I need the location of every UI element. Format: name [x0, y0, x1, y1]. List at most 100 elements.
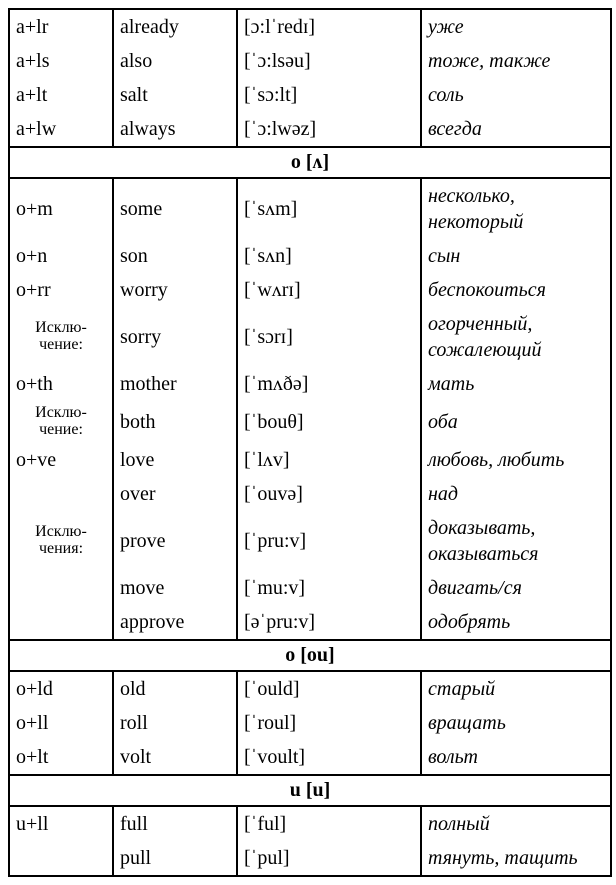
pattern-cell: [10, 605, 114, 639]
translation-cell: уже: [422, 10, 610, 44]
translation-cell: двигать/ся: [422, 571, 610, 605]
table-row: a+lsalso[ˈɔ:lsəu]тоже, также: [10, 44, 610, 78]
translation-cell: сын: [422, 239, 610, 273]
table-row: over[ˈouvə]над: [10, 477, 610, 511]
word-cell: pull: [114, 841, 238, 875]
transcription-cell: [ˈɔ:lsəu]: [238, 44, 422, 78]
transcription-cell: [ˈlʌv]: [238, 443, 422, 477]
transcription-cell: [ˈpru:v]: [238, 511, 422, 571]
table-row: Исклю-чение:sorry[ˈsɔrɪ]огорченный, сожа…: [10, 307, 610, 367]
transcription-cell: [ˈsʌn]: [238, 239, 422, 273]
pattern-cell: a+lt: [10, 78, 114, 112]
word-cell: always: [114, 112, 238, 146]
pattern-cell: o+n: [10, 239, 114, 273]
translation-cell: одобрять: [422, 605, 610, 639]
word-cell: son: [114, 239, 238, 273]
word-cell: move: [114, 571, 238, 605]
word-cell: also: [114, 44, 238, 78]
transcription-cell: [ˈwʌrɪ]: [238, 273, 422, 307]
transcription-cell: [ɔ:lˈredɪ]: [238, 10, 422, 44]
word-cell: worry: [114, 273, 238, 307]
table-row: a+lwalways[ˈɔ:lwəz]всегда: [10, 112, 610, 146]
transcription-cell: [ˈpul]: [238, 841, 422, 875]
pattern-cell: o+ll: [10, 706, 114, 740]
pattern-cell: [10, 841, 114, 875]
pattern-cell: a+ls: [10, 44, 114, 78]
translation-cell: мать: [422, 367, 610, 401]
word-cell: mother: [114, 367, 238, 401]
word-cell: love: [114, 443, 238, 477]
word-cell: roll: [114, 706, 238, 740]
table-row: o+ldold[ˈould]старый: [10, 672, 610, 706]
pattern-cell: u+ll: [10, 807, 114, 841]
translation-cell: оба: [422, 401, 610, 443]
word-cell: prove: [114, 511, 238, 571]
transcription-cell: [ˈful]: [238, 807, 422, 841]
table-row: Исклю-чения:prove[ˈpru:v]доказывать, ока…: [10, 511, 610, 571]
translation-cell: над: [422, 477, 610, 511]
translation-cell: беспокоиться: [422, 273, 610, 307]
translation-cell: несколько, некоторый: [422, 179, 610, 239]
table-row: approve[əˈpru:v]одобрять: [10, 605, 610, 639]
word-cell: old: [114, 672, 238, 706]
translation-cell: тоже, также: [422, 44, 610, 78]
translation-cell: тянуть, тащить: [422, 841, 610, 875]
pattern-cell: o+th: [10, 367, 114, 401]
pattern-cell: o+ve: [10, 443, 114, 477]
translation-cell: соль: [422, 78, 610, 112]
table-row: pull[ˈpul]тянуть, тащить: [10, 841, 610, 875]
transcription-cell: [ˈmʌðə]: [238, 367, 422, 401]
pattern-cell: Исклю-чение:: [10, 307, 114, 367]
pattern-cell: o+m: [10, 179, 114, 239]
transcription-cell: [ˈvoult]: [238, 740, 422, 774]
section-header: o [ou]: [10, 639, 610, 672]
transcription-cell: [ˈsɔ:lt]: [238, 78, 422, 112]
word-cell: already: [114, 10, 238, 44]
table-row: o+nson[ˈsʌn]сын: [10, 239, 610, 273]
pattern-cell: a+lw: [10, 112, 114, 146]
transcription-cell: [əˈpru:v]: [238, 605, 422, 639]
transcription-cell: [ˈɔ:lwəz]: [238, 112, 422, 146]
word-cell: some: [114, 179, 238, 239]
pattern-cell: o+lt: [10, 740, 114, 774]
transcription-cell: [ˈsɔrɪ]: [238, 307, 422, 367]
translation-cell: вращать: [422, 706, 610, 740]
word-cell: both: [114, 401, 238, 443]
pattern-cell: [10, 571, 114, 605]
table-row: a+lralready[ɔ:lˈredɪ]уже: [10, 10, 610, 44]
word-cell: approve: [114, 605, 238, 639]
pattern-cell: o+rr: [10, 273, 114, 307]
pattern-cell: [10, 477, 114, 511]
table-row: a+ltsalt[ˈsɔ:lt]соль: [10, 78, 610, 112]
word-cell: volt: [114, 740, 238, 774]
word-cell: full: [114, 807, 238, 841]
transcription-cell: [ˈmu:v]: [238, 571, 422, 605]
translation-cell: старый: [422, 672, 610, 706]
table-row: o+ltvolt[ˈvoult]вольт: [10, 740, 610, 774]
translation-cell: огорченный, сожалеющий: [422, 307, 610, 367]
table-row: o+msome[ˈsʌm]несколько, некоторый: [10, 179, 610, 239]
transcription-cell: [ˈould]: [238, 672, 422, 706]
transcription-cell: [ˈroul]: [238, 706, 422, 740]
translation-cell: любовь, любить: [422, 443, 610, 477]
transcription-cell: [ˈsʌm]: [238, 179, 422, 239]
table-row: o+llroll[ˈroul]вращать: [10, 706, 610, 740]
section-header: u [u]: [10, 774, 610, 807]
table-row: move[ˈmu:v]двигать/ся: [10, 571, 610, 605]
table-row: o+thmother[ˈmʌðə]мать: [10, 367, 610, 401]
translation-cell: вольт: [422, 740, 610, 774]
section-header: o [ʌ]: [10, 146, 610, 179]
table-row: o+rrworry[ˈwʌrɪ]беспокоиться: [10, 273, 610, 307]
pattern-cell: Исклю-чение:: [10, 401, 114, 443]
pattern-cell: a+lr: [10, 10, 114, 44]
word-cell: over: [114, 477, 238, 511]
table-row: o+velove[ˈlʌv]любовь, любить: [10, 443, 610, 477]
word-cell: sorry: [114, 307, 238, 367]
word-cell: salt: [114, 78, 238, 112]
table-row: u+llfull[ˈful]полный: [10, 807, 610, 841]
transcription-cell: [ˈbouθ]: [238, 401, 422, 443]
translation-cell: доказывать, оказываться: [422, 511, 610, 571]
translation-cell: всегда: [422, 112, 610, 146]
transcription-cell: [ˈouvə]: [238, 477, 422, 511]
phonetics-table: a+lralready[ɔ:lˈredɪ]ужеa+lsalso[ˈɔ:lsəu…: [8, 8, 612, 877]
